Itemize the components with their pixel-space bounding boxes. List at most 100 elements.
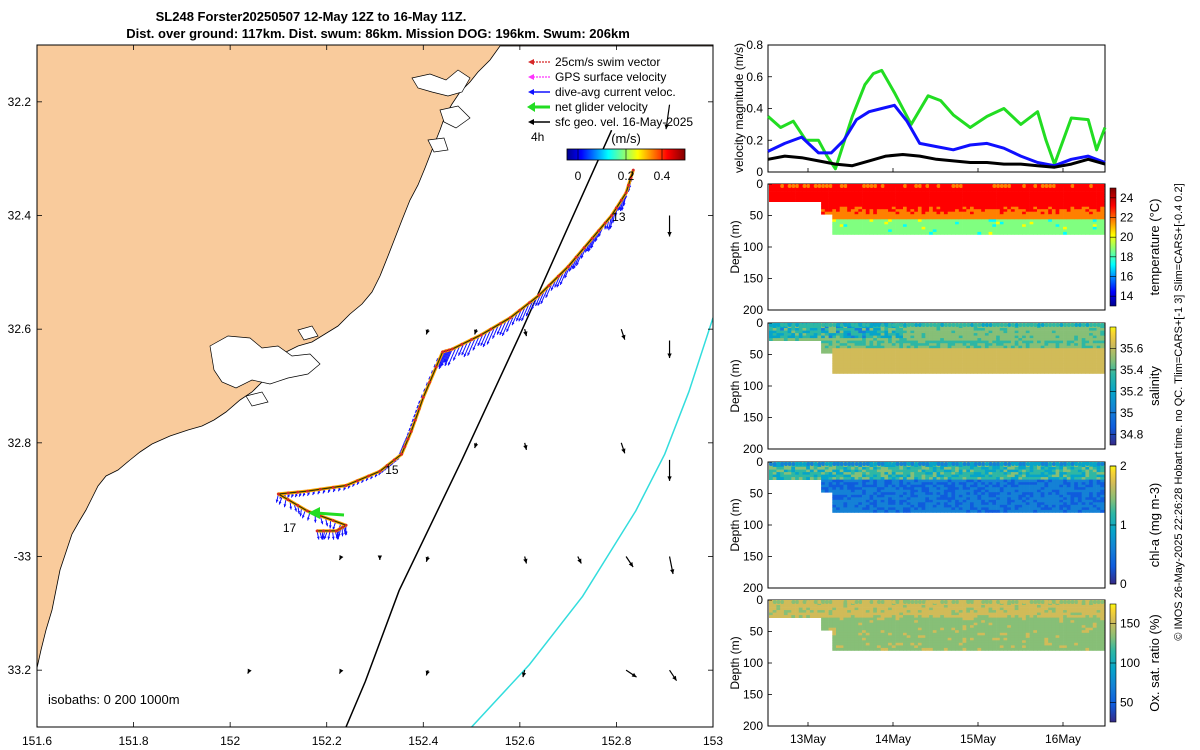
section-cell [988, 348, 993, 352]
section-cell [1025, 368, 1030, 372]
section-cell [1025, 370, 1030, 374]
section-cell [1085, 216, 1090, 220]
section-cell [906, 365, 911, 369]
section-cell [809, 474, 814, 478]
section-cell [832, 370, 837, 374]
section-cell [1022, 499, 1027, 503]
section-cell [839, 221, 844, 225]
section-cell [1007, 477, 1012, 480]
section-cell [1070, 343, 1075, 347]
section-cell [936, 355, 941, 359]
section-cell [1033, 204, 1038, 208]
section-cell [973, 221, 978, 225]
section-cell [1066, 229, 1071, 233]
section-surface-dot [1025, 184, 1030, 188]
section-cell [1100, 221, 1105, 225]
section-cell [836, 204, 841, 208]
section-cell [1059, 229, 1064, 233]
section-cell [839, 340, 844, 344]
section-cell [914, 219, 919, 223]
section-cell [854, 226, 859, 230]
section-cell [1033, 365, 1038, 369]
section-cell [906, 194, 911, 197]
section-cell [1070, 370, 1075, 374]
section-cell [832, 216, 837, 220]
section-cell [999, 189, 1004, 192]
section-cell [962, 479, 967, 483]
section-cell [1096, 196, 1101, 200]
section-cell [1077, 328, 1082, 331]
section-cell [977, 211, 982, 215]
section-cell [966, 194, 971, 197]
section-cell [876, 335, 881, 339]
section-cell [1100, 219, 1105, 223]
section-surface-dot [1089, 184, 1094, 188]
section-cell [1063, 355, 1068, 359]
section-cell [1037, 226, 1042, 230]
section-cell [906, 221, 911, 225]
section-cell [876, 199, 881, 202]
section-cell [899, 199, 904, 202]
section-cell [936, 469, 941, 473]
section-cell [996, 194, 1001, 197]
section-cell [970, 370, 975, 374]
section-cell [1018, 216, 1023, 220]
section-cell [1033, 345, 1038, 349]
section-cell [817, 328, 822, 331]
section-cell [951, 335, 956, 339]
section-cell [832, 211, 837, 215]
section-cell [876, 196, 881, 200]
section-cell [962, 477, 967, 480]
section-cell [992, 355, 997, 359]
section-cell [1085, 328, 1090, 331]
section-surface-dot [772, 323, 777, 327]
section-cell [925, 209, 930, 213]
section-cell [921, 368, 926, 372]
section-cell [996, 360, 1001, 364]
dac-vector [501, 317, 511, 337]
dac-vector [443, 349, 451, 363]
section-cell [821, 196, 826, 200]
section-cell [977, 328, 982, 331]
section-cell [1029, 194, 1034, 197]
section-cell [958, 484, 963, 488]
section-cell [888, 350, 893, 354]
section-cell [824, 487, 829, 491]
section-cell [884, 487, 889, 491]
section-cell [839, 204, 844, 208]
section-cell [940, 189, 945, 192]
section-cell [966, 340, 971, 344]
section-cell [1051, 348, 1056, 352]
section-cell [1040, 355, 1045, 359]
section-cell [787, 194, 792, 197]
section-cell [1063, 226, 1068, 230]
section-cell [821, 194, 826, 197]
section-cell [1070, 214, 1075, 218]
section-cell [899, 201, 904, 205]
section-surface-dot [1033, 323, 1038, 327]
section-cell [1010, 211, 1015, 215]
section-cell [992, 509, 997, 513]
section-cell [836, 345, 841, 349]
section-cell [839, 507, 844, 511]
section-cell [888, 499, 893, 503]
map-xtick-label: 152.6 [505, 734, 535, 748]
section-cell [1066, 360, 1071, 364]
section-cell [899, 328, 904, 331]
section-cell [1040, 189, 1045, 192]
section-cell [906, 368, 911, 372]
section-cell [858, 368, 863, 372]
section-cell [880, 487, 885, 491]
section-cell [1022, 338, 1027, 341]
section-cell [802, 328, 807, 331]
section-cell [962, 353, 967, 357]
section-cell [973, 345, 978, 349]
section-cell [876, 345, 881, 349]
section-cell [1066, 350, 1071, 354]
section-cell [1025, 194, 1030, 197]
section-cell [992, 231, 997, 235]
section-cell [992, 221, 997, 225]
section-cell [843, 221, 848, 225]
section-cell [914, 206, 919, 210]
section-cell [973, 328, 978, 331]
